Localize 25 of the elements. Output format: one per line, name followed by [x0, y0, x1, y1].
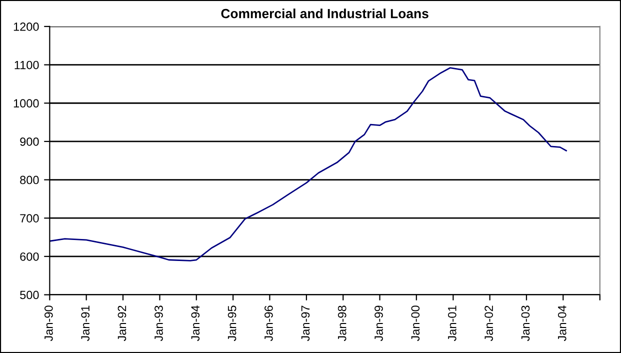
x-tick-label: Jan-03: [521, 306, 530, 342]
chart-title: Commercial and Industrial Loans: [221, 8, 428, 18]
y-tick-label: 900: [20, 137, 39, 146]
y-tick-label: 1000: [14, 99, 39, 108]
y-tick-label: 600: [20, 252, 39, 261]
x-tick-label: Jan-92: [118, 306, 126, 342]
x-tick-label: Jan-04: [558, 306, 566, 342]
line-series: [50, 67, 567, 262]
y-tick-label: 700: [20, 214, 39, 222]
x-tick-label: Jan-97: [301, 306, 310, 342]
x-tick-label: Jan-90: [44, 306, 53, 342]
x-tick-label: Jan-98: [338, 306, 346, 342]
x-tick-label: Jan-96: [264, 306, 273, 342]
x-tick-label: Jan-93: [154, 306, 163, 342]
x-tick-label: Jan-99: [374, 306, 383, 342]
x-tick-label: Jan-95: [228, 306, 236, 342]
x-tick-label: Jan-02: [484, 306, 493, 342]
y-tick-label: 800: [20, 176, 39, 184]
y-tick-label: 500: [20, 290, 39, 300]
x-tick-label: Jan-00: [411, 306, 420, 342]
y-tick-label: 1100: [14, 60, 39, 70]
x-tick-label: Jan-94: [191, 306, 200, 342]
y-tick-label: 1200: [14, 22, 39, 31]
x-tick-label: Jan-91: [81, 306, 90, 342]
x-tick-label: Jan-01: [448, 306, 456, 342]
